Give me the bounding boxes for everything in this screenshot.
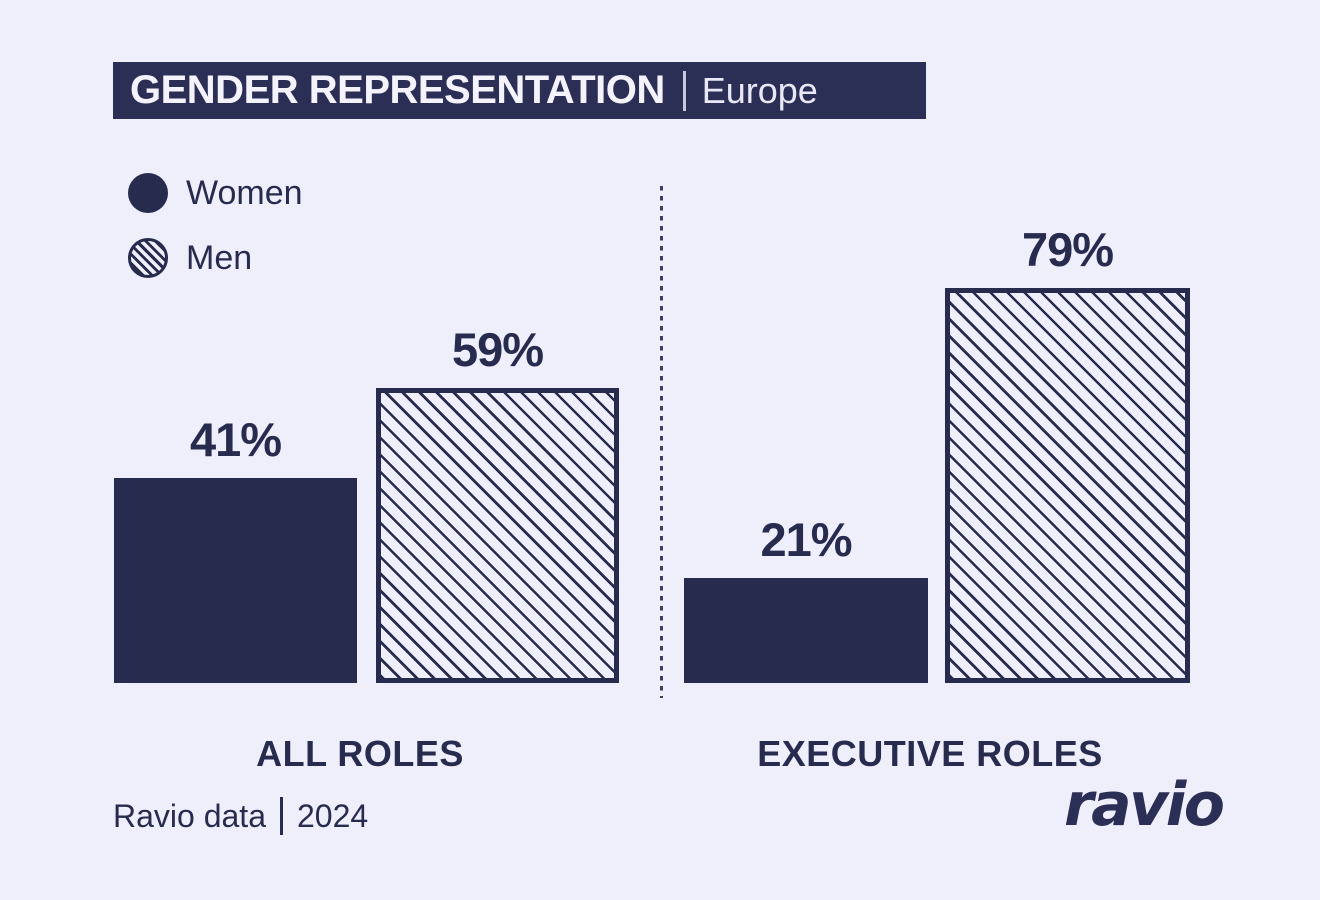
value-label-women-executive-roles: 21% (760, 513, 852, 566)
value-label-men-executive-roles: 79% (1021, 223, 1114, 276)
source-year: 2024 (296, 797, 369, 834)
value-label-men-all-roles: 59% (451, 323, 544, 376)
legend-label-women: Women (186, 173, 303, 212)
category-label-executive-roles: EXECUTIVE ROLES (757, 733, 1103, 774)
bar-men-executive-roles (945, 288, 1190, 683)
data-source: Ravio data 2024 (113, 797, 368, 835)
legend: Women Men (128, 173, 303, 278)
panel-divider-dotted-line (660, 186, 663, 698)
bar-group-men-all-roles: 59% (376, 326, 619, 683)
bar-group-women-executive-roles: 21% (684, 516, 928, 683)
title-divider-bar (682, 70, 686, 111)
bar-women-executive-roles (684, 578, 928, 683)
value-label-women-all-roles: 41% (189, 413, 282, 466)
bar-group-women-all-roles: 41% (114, 416, 357, 683)
bar-women-all-roles (114, 478, 357, 683)
source-text: Ravio data (113, 797, 266, 834)
chart-region-label: Europe (701, 69, 818, 111)
category-label-all-roles: ALL ROLES (256, 733, 464, 774)
chart-title: GENDER REPRESENTATION (130, 68, 665, 112)
bar-men-all-roles (376, 388, 619, 683)
ravio-logo: ravio (1064, 770, 1225, 840)
source-divider-bar (279, 797, 283, 835)
legend-item-women: Women (128, 173, 303, 213)
men-hatched-swatch-icon (128, 238, 168, 278)
women-solid-swatch-icon (128, 173, 168, 213)
bar-group-men-executive-roles: 79% (945, 226, 1190, 683)
title-banner: GENDER REPRESENTATION Europe (113, 62, 926, 119)
legend-label-men: Men (186, 238, 253, 277)
legend-item-men: Men (128, 238, 303, 278)
